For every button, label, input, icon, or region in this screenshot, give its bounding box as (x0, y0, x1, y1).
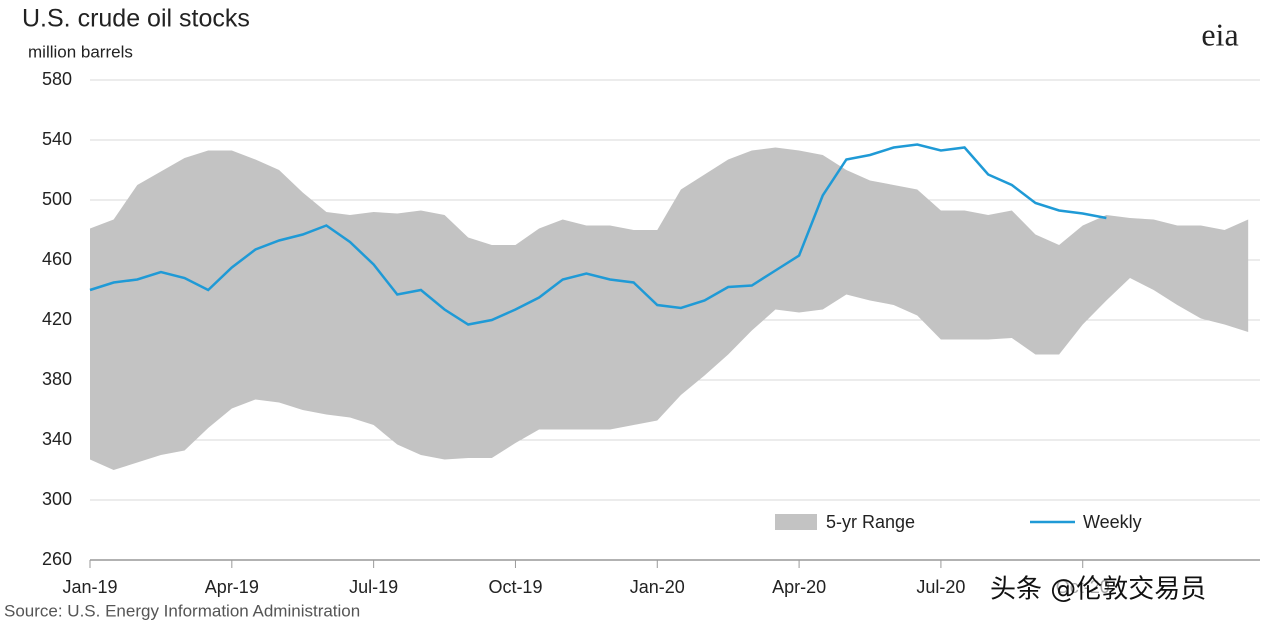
x-tick-label: Apr-20 (772, 577, 826, 597)
y-tick-label: 580 (42, 69, 72, 89)
chart-title: U.S. crude oil stocks (22, 5, 250, 33)
range-band (90, 147, 1249, 470)
y-tick-label: 420 (42, 309, 72, 329)
x-tick-label: Apr-19 (205, 577, 259, 597)
x-tick-label: Jul-20 (916, 577, 965, 597)
x-tick-label: Jan-19 (62, 577, 117, 597)
y-tick-label: 460 (42, 249, 72, 269)
x-tick-label: Oct-19 (488, 577, 542, 597)
source: Source: U.S. Energy Information Administ… (4, 601, 360, 620)
x-tick-label: Jan-20 (630, 577, 685, 597)
y-tick-label: 340 (42, 429, 72, 449)
x-tick-label: Jul-19 (349, 577, 398, 597)
y-tick-label: 500 (42, 189, 72, 209)
logo: eia (1201, 16, 1238, 52)
y-tick-label: 380 (42, 369, 72, 389)
y-tick-label: 300 (42, 489, 72, 509)
legend-swatch (775, 514, 817, 530)
y-tick-label: 540 (42, 129, 72, 149)
watermark: 头条 @伦敦交易员 (990, 575, 1206, 605)
legend-label: Weekly (1083, 512, 1142, 532)
legend-label: 5-yr Range (826, 512, 915, 532)
weekly-line (89, 143, 1107, 326)
y-tick-label: 260 (42, 549, 72, 569)
watermark-bg (985, 570, 1265, 610)
y-axis-label: million barrels (28, 42, 133, 61)
